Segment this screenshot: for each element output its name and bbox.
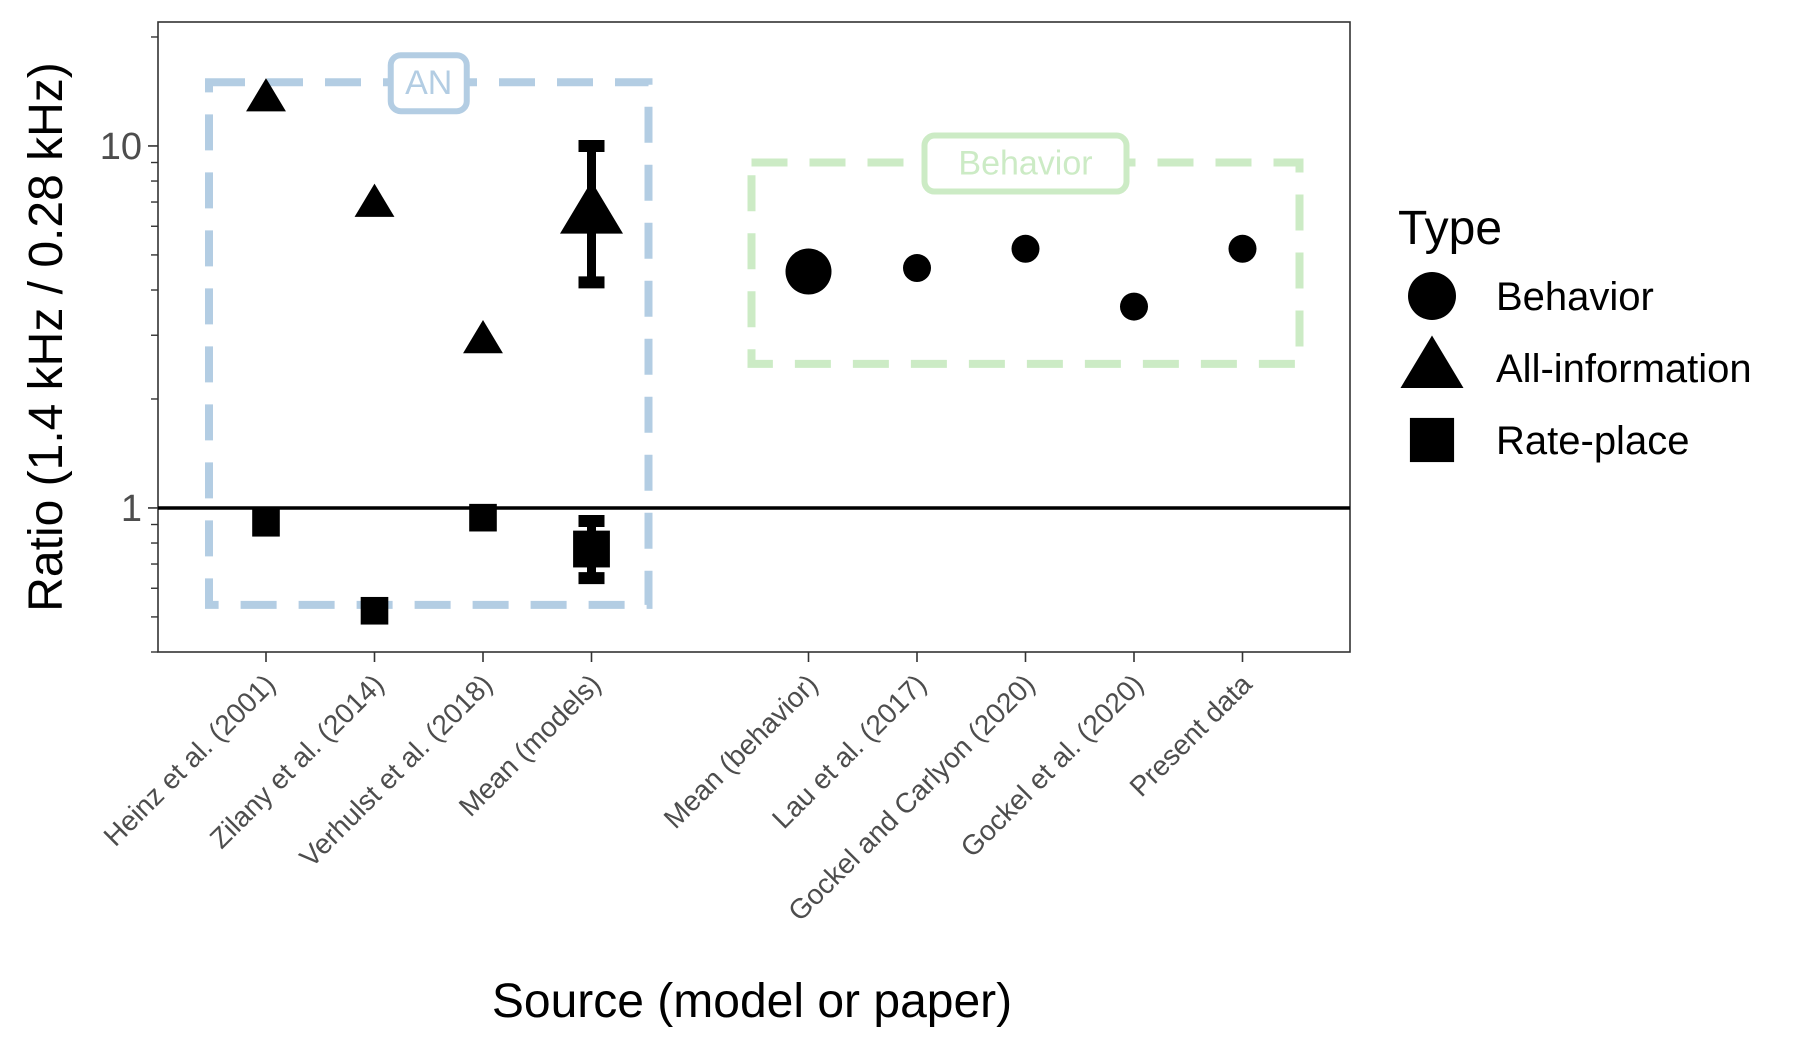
legend-key-square: [1409, 417, 1455, 463]
y-tick-label: 10: [100, 126, 142, 168]
data-point-triangle: [463, 319, 503, 354]
annotation-label-box: [387, 52, 470, 115]
annotation-label-box: [921, 132, 1130, 195]
data-point-triangle: [560, 181, 623, 234]
y-axis-title: Ratio (1.4 kHz / 0.28 kHz): [20, 62, 73, 612]
data-point-square: [360, 596, 389, 625]
series-triangle: [246, 78, 623, 354]
annotation-label: Behavior: [958, 145, 1092, 183]
data-point-circle: [903, 254, 931, 283]
data-point-circle: [1228, 234, 1257, 263]
legend: Type Behavior All-information Rate-place: [1398, 202, 1752, 463]
data-point-square: [573, 530, 610, 568]
legend-label: All-information: [1496, 347, 1752, 391]
data-point-triangle: [246, 78, 286, 112]
annotation-group-0: AN: [205, 52, 653, 609]
annotation-box: [747, 158, 1304, 368]
data-point-circle: [785, 248, 832, 295]
legend-key-triangle: [1400, 335, 1464, 388]
data-point-triangle: [354, 183, 395, 217]
plot-panel: AN Behavior: [157, 21, 1351, 653]
legend-label: Rate-place: [1496, 419, 1689, 463]
data-point-square: [252, 508, 280, 537]
series-circle: [785, 234, 1257, 321]
data-point-circle: [1120, 292, 1148, 321]
annotation-label: AN: [405, 64, 452, 102]
legend-title: Type: [1398, 202, 1502, 255]
x-axis-title: Source (model or paper): [492, 975, 1012, 1028]
annotation-box: [205, 78, 653, 609]
data-point-square: [469, 503, 497, 532]
data-point-circle: [1011, 234, 1040, 263]
y-tick-label: 1: [121, 488, 142, 530]
y-axis: 1 10: [100, 36, 158, 653]
legend-key-circle: [1408, 272, 1456, 320]
annotation-group-1: Behavior: [747, 132, 1304, 368]
legend-label: Behavior: [1496, 275, 1654, 319]
series-square: [252, 503, 610, 625]
panel-border: [157, 21, 1351, 653]
